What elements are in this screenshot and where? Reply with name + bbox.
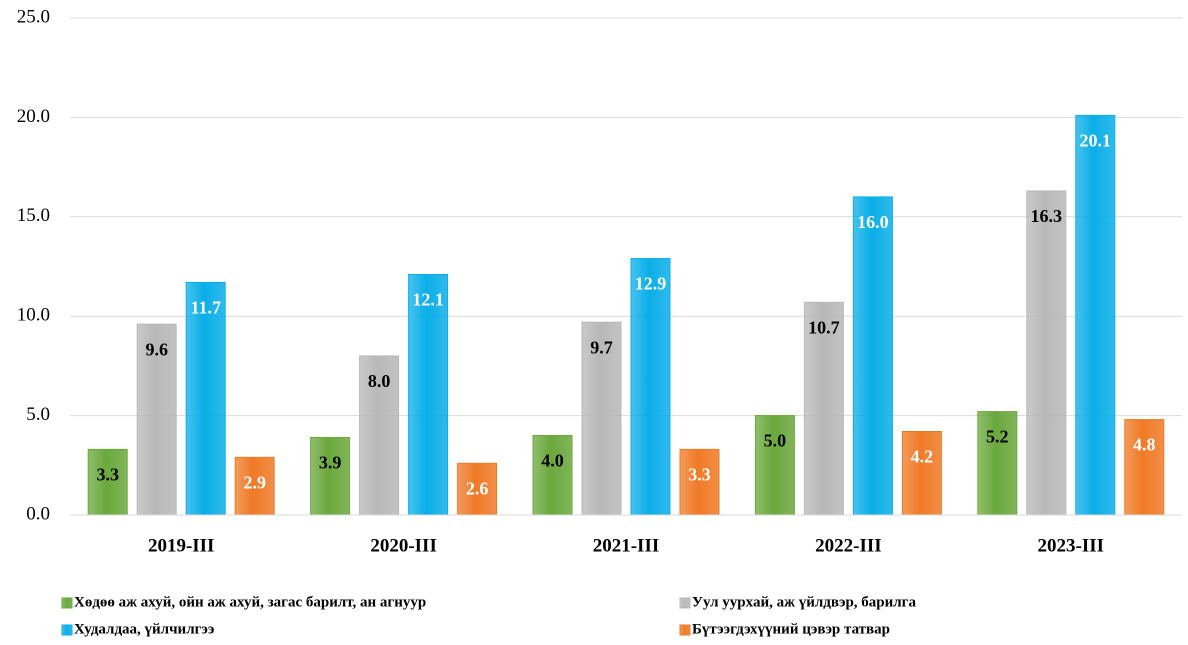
bar: [679, 448, 720, 516]
data-label: 2.6: [466, 478, 489, 498]
bar: [1075, 114, 1116, 516]
legend-label: Худалдаа, үйлчилгээ: [74, 621, 214, 637]
data-label: 5.0: [764, 431, 787, 451]
x-tick-label: 2023-III: [1038, 535, 1105, 556]
y-tick-label: 25.0: [17, 6, 50, 27]
bar: [803, 301, 844, 516]
data-label: 10.7: [808, 317, 840, 337]
data-label: 5.2: [986, 427, 1009, 447]
bar: [1026, 190, 1067, 516]
y-tick-label: 5.0: [26, 404, 50, 425]
bar: [408, 273, 449, 516]
legend-swatch: [679, 597, 691, 609]
bar: [532, 434, 573, 516]
legend-label: Хөдөө аж ахуй, ойн аж ахуй, загас барилт…: [74, 594, 426, 610]
data-label: 12.1: [412, 290, 444, 310]
legend-swatch: [679, 624, 691, 636]
data-label: 16.3: [1031, 206, 1063, 226]
data-label: 3.9: [319, 453, 342, 473]
y-tick-label: 15.0: [17, 205, 50, 226]
x-tick-label: 2019-III: [148, 535, 215, 556]
bar: [359, 355, 400, 516]
data-label: 4.0: [541, 451, 564, 471]
legend-swatch: [61, 597, 73, 609]
bar: [185, 281, 226, 516]
bar: [234, 456, 275, 516]
y-tick-label: 0.0: [26, 503, 50, 524]
bar: [852, 196, 893, 516]
data-label: 20.1: [1080, 131, 1112, 151]
x-tick-label: 2020-III: [370, 535, 437, 556]
bar: [630, 258, 671, 516]
bar: [1124, 419, 1165, 516]
x-tick-label: 2021-III: [593, 535, 660, 556]
data-label: 3.3: [96, 465, 119, 485]
bar: [977, 411, 1018, 516]
x-tick-label: 2022-III: [815, 535, 882, 556]
data-label: 9.6: [145, 339, 168, 359]
data-label: 8.0: [368, 371, 391, 391]
legend-label: Бүтээгдэхүүний цэвэр татвар: [692, 621, 890, 637]
y-tick-label: 10.0: [17, 305, 50, 326]
bar: [457, 462, 498, 516]
data-label: 3.3: [688, 465, 711, 485]
data-label: 12.9: [635, 274, 667, 294]
data-label: 11.7: [190, 298, 221, 318]
data-label: 4.8: [1133, 435, 1156, 455]
data-label: 2.9: [243, 472, 266, 492]
bar: [310, 436, 351, 516]
bar: [581, 321, 622, 516]
data-label: 9.7: [590, 337, 613, 357]
y-tick-label: 20.0: [17, 106, 50, 127]
bar: [901, 431, 942, 516]
data-label: 4.2: [911, 447, 934, 467]
legend-swatch: [61, 624, 73, 636]
bar: [136, 323, 177, 516]
data-label: 16.0: [857, 212, 889, 232]
legend-label: Уул уурхай, аж үйлдвэр, барилга: [692, 594, 916, 610]
